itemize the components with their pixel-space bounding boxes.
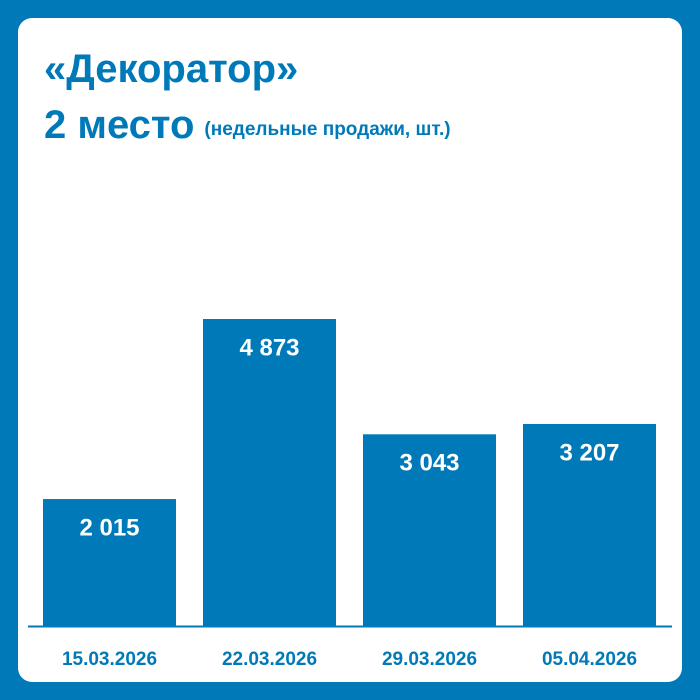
bar-1 [43,499,176,626]
tick-labels-group: 15.03.2026 22.03.2026 29.03.2026 05.04.2026 [62,649,637,670]
bars-group: 2 015 4 873 3 043 3 207 [43,319,656,626]
subtitle-row: 2 место (недельные продажи, шт.) [44,102,451,148]
value-label-2: 4 873 [239,334,299,361]
chart-title: «Декоратор» [44,47,299,91]
x-tick-label-4: 05.04.2026 [542,649,637,670]
rank-label: 2 место [44,103,195,147]
unit-note: (недельные продажи, шт.) [204,119,451,140]
value-label-3: 3 043 [399,450,459,477]
bar-3 [363,434,496,626]
x-tick-label-1: 15.03.2026 [62,649,157,670]
bar-2 [203,319,336,626]
bar-4 [523,423,656,626]
x-tick-label-3: 29.03.2026 [382,649,477,670]
value-label-1: 2 015 [79,514,139,541]
value-label-4: 3 207 [559,439,619,466]
x-tick-label-2: 22.03.2026 [222,649,317,670]
